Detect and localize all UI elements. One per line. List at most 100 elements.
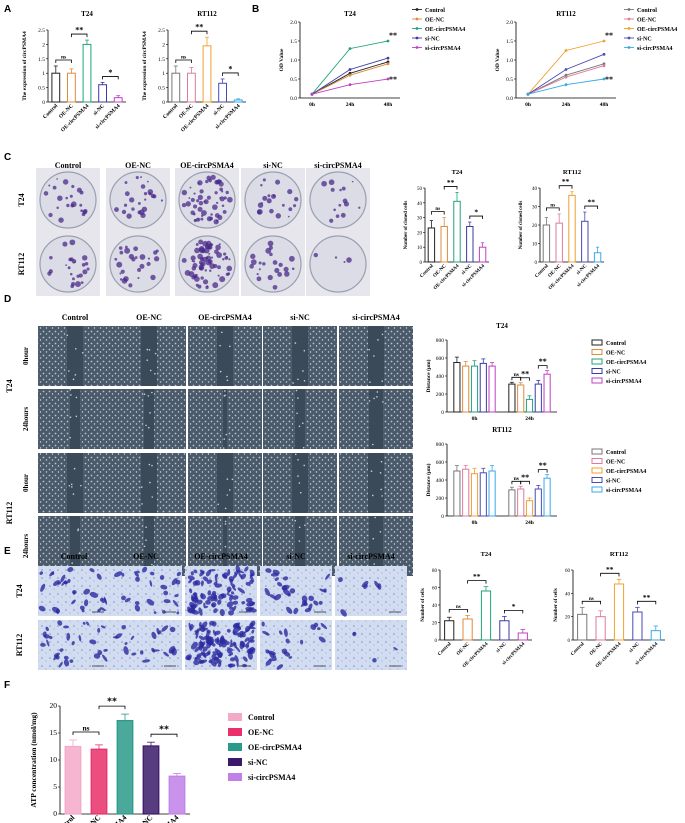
migrated-cell — [379, 472, 382, 474]
colony — [222, 258, 225, 261]
migrated-cell — [140, 486, 143, 488]
colony — [198, 200, 204, 206]
colony — [257, 210, 262, 215]
x-tick-label: si-NC — [629, 642, 641, 654]
colony — [74, 281, 81, 288]
colony — [83, 208, 88, 214]
colony — [219, 187, 224, 192]
invaded-cell — [318, 636, 326, 643]
y-tick-label: 20 — [417, 231, 423, 236]
colony — [199, 189, 204, 194]
y-tick-label: 10 — [50, 755, 58, 764]
invaded-cell — [205, 600, 211, 605]
colony — [219, 276, 226, 283]
colony — [70, 201, 77, 208]
bar-si-nc — [98, 84, 107, 103]
invaded-cell — [229, 595, 233, 602]
invaded-cell — [224, 641, 230, 646]
invaded-cell — [202, 627, 209, 631]
colony — [249, 264, 254, 269]
colony — [62, 179, 69, 185]
invaded-cell — [81, 609, 85, 613]
colony — [196, 199, 200, 203]
invaded-cell — [229, 657, 236, 662]
significance-bracket — [537, 469, 548, 473]
invaded-cell — [214, 630, 221, 635]
legend-label: OE-circPSMA4 — [248, 743, 302, 752]
colony — [201, 261, 206, 267]
migrated-cell — [80, 484, 82, 487]
data-point — [564, 75, 568, 79]
legend-label: si-circPSMA4 — [425, 46, 461, 52]
bar-si-nc — [499, 620, 510, 641]
column-header: si-NC — [263, 161, 283, 170]
migrated-cell — [226, 478, 229, 480]
x-tick-label: si-NC — [92, 103, 106, 117]
legend-swatch — [591, 458, 603, 464]
colony — [121, 209, 127, 215]
colony — [204, 269, 208, 272]
invaded-cell — [63, 625, 70, 629]
wound-gap — [368, 453, 384, 513]
invaded-cell — [242, 656, 248, 662]
colony — [139, 263, 145, 269]
invaded-cell — [188, 579, 193, 584]
culture-dish — [39, 235, 97, 293]
colony — [201, 210, 207, 216]
colony — [217, 265, 221, 270]
colony — [52, 185, 57, 190]
invaded-cell — [101, 654, 108, 662]
culture-dish — [109, 171, 167, 229]
data-point — [564, 49, 568, 52]
invaded-cell — [134, 601, 140, 606]
bar-si-circpsma4 — [488, 470, 496, 517]
bar-si-nc — [632, 611, 643, 641]
significance-label: ** — [521, 369, 529, 378]
wound-gap — [217, 453, 233, 513]
migrated-cell — [297, 397, 299, 399]
significance-label: ** — [389, 75, 397, 84]
colony — [140, 176, 142, 179]
y-tick-label: 1.5 — [506, 39, 513, 45]
bar-oe-nc — [462, 468, 470, 517]
invaded-cell — [200, 660, 204, 664]
bar-si-nc — [581, 220, 589, 263]
invaded-cell — [193, 660, 200, 666]
y-tick-label: 0 — [420, 261, 423, 266]
colony — [144, 198, 147, 201]
invaded-cell — [198, 635, 205, 641]
invaded-cell — [217, 599, 222, 605]
colony — [209, 242, 213, 246]
colony — [341, 186, 346, 191]
migrated-cell — [217, 503, 219, 506]
colony — [116, 261, 123, 268]
invaded-cell — [163, 651, 170, 657]
invaded-cell — [283, 628, 288, 637]
invaded-cell — [121, 595, 126, 601]
significance-label: ns — [61, 55, 66, 61]
invaded-cell — [232, 631, 239, 636]
invaded-cell — [216, 636, 220, 643]
migrated-cell — [151, 464, 153, 467]
y-tick-label: 1 — [42, 71, 45, 77]
invaded-cell — [53, 652, 60, 658]
time-label: 0hour — [22, 347, 30, 365]
y-tick-label: 40 — [565, 592, 571, 597]
colony — [76, 274, 80, 278]
colony — [124, 181, 128, 185]
colony — [189, 186, 192, 189]
x-tick-label: 0h — [525, 102, 531, 108]
invaded-cell — [82, 621, 86, 625]
significance-bracket — [98, 705, 126, 710]
invaded-cell — [325, 573, 331, 580]
invaded-cell — [289, 588, 296, 594]
culture-dish — [309, 171, 367, 229]
colony — [124, 247, 131, 254]
significance-bracket — [443, 186, 458, 190]
colony — [86, 267, 90, 271]
invaded-cell — [160, 584, 168, 590]
migrated-cell — [224, 545, 227, 548]
invaded-cell — [214, 583, 223, 588]
invaded-cell — [238, 572, 243, 579]
invaded-cell — [229, 578, 234, 584]
